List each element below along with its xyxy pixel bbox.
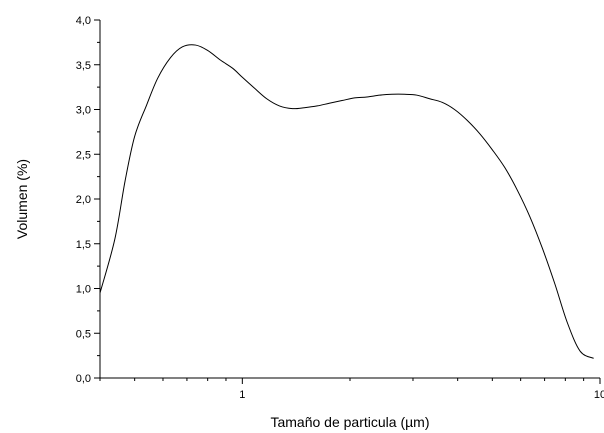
- y-tick-label: 2,0: [76, 194, 91, 206]
- x-tick-label: 1: [239, 389, 245, 401]
- y-tick-label: 2,5: [76, 149, 91, 161]
- x-axis-title: Tamaño de particula (µm): [270, 414, 429, 430]
- x-ticks: 1 10: [99, 378, 604, 401]
- y-tick-label: 0,5: [76, 328, 91, 340]
- x-tick-label: 10: [594, 389, 604, 401]
- y-axis-title: Volumen (%): [14, 159, 30, 239]
- series-line: [99, 44, 594, 359]
- y-tick-label: 3,0: [76, 105, 91, 117]
- y-tick-label: 0,0: [76, 373, 91, 385]
- y-ticks: 0,0 0,5 1,0 1,5 2,0 2,5 3,0 3,5 4,0: [76, 15, 100, 385]
- y-tick-label: 1,0: [76, 284, 91, 296]
- y-tick-label: 3,5: [76, 60, 91, 72]
- y-tick-label: 1,5: [76, 239, 91, 251]
- y-tick-label: 4,0: [76, 15, 91, 27]
- series-group: [99, 44, 594, 359]
